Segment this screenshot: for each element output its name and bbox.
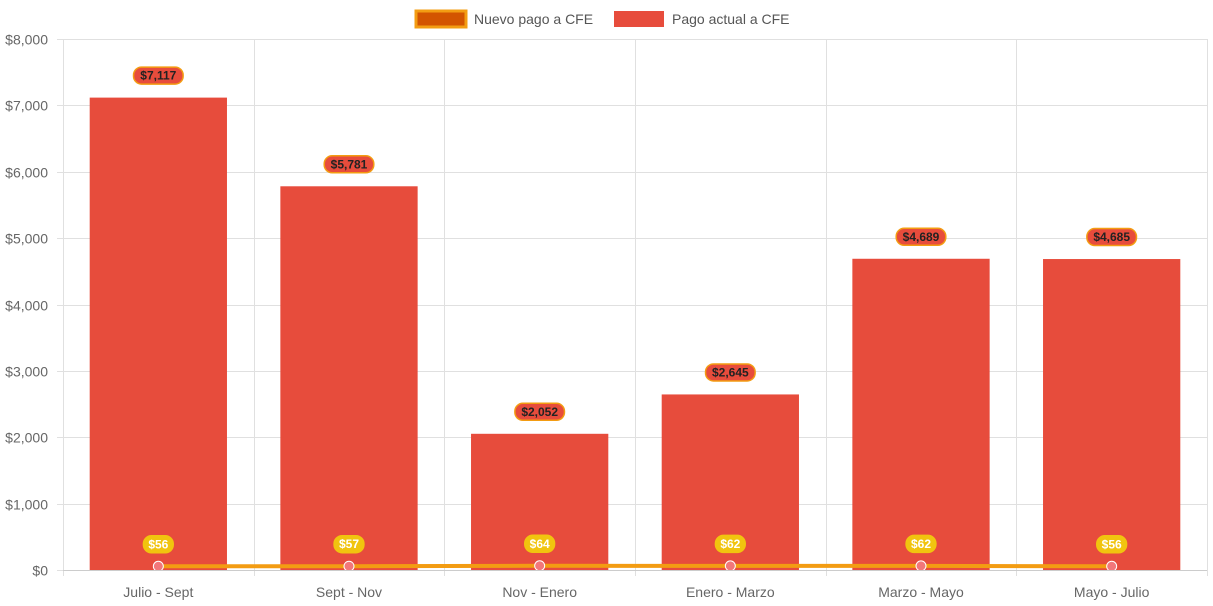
line-value-label: $62 [714,534,746,554]
line-value-label-bg [905,534,937,554]
bar-value-label-text: $7,117 [140,69,176,83]
line-value-label-text: $62 [720,537,740,551]
bar-value-label: $7,117 [132,66,184,85]
x-tick-label: Sept - Nov [316,584,382,600]
bar-pago-actual[interactable] [852,258,990,570]
legend-item-nuevo-pago[interactable]: Nuevo pago a CFE [414,9,593,29]
point-nuevo-pago[interactable] [534,560,546,572]
point-nuevo-pago[interactable] [915,560,927,572]
legend: Nuevo pago a CFE Pago actual a CFE [414,9,790,29]
line-value-label-text: $62 [911,537,931,551]
line-value-label-bg [1096,535,1128,554]
axis-layer: $0 $1,000 $2,000 $3,000 $4,000 $5,000 $6,000 $7… [5,32,1207,600]
bars-layer [89,97,1181,570]
y-tick-label: $5,000 [5,231,48,247]
legend-swatch-nuevo-pago [414,9,468,29]
line-nuevo-pago [158,563,1112,569]
bar-pago-actual[interactable] [1043,259,1181,570]
legend-item-pago-actual[interactable]: Pago actual a CFE [614,11,790,27]
line-value-label-text: $56 [1102,537,1122,551]
bar-value-label-text: $2,052 [521,405,558,419]
y-tick-label: $8,000 [5,32,48,48]
x-tick-label: Mayo - Julio [1074,584,1150,600]
bar-value-label-bg [1086,227,1138,247]
point-nuevo-pago[interactable] [343,560,355,572]
y-tick-label: $4,000 [5,298,48,314]
legend-swatch-pago-actual [614,11,664,27]
bar-value-label: $2,645 [704,363,756,382]
x-tick-label: Nov - Enero [502,584,577,600]
bar-value-label-text: $4,685 [1093,230,1130,244]
line-value-label-text: $57 [339,537,359,551]
y-tick-label: $6,000 [5,165,48,181]
bar-value-label-text: $5,781 [331,157,368,171]
y-tick-label: $1,000 [5,497,48,513]
line-value-label: $56 [1096,535,1128,554]
data-labels-layer: $7,117 $5,781 $2,052 $2,645 $4,689 $4,685 $56 $… [132,66,1138,554]
line-value-label: $62 [905,534,937,554]
bar-pago-actual[interactable] [89,97,227,570]
bar-value-label: $2,052 [514,402,566,422]
bar-value-label: $5,781 [323,155,375,174]
bar-value-label: $4,685 [1086,227,1138,247]
y-tick-label: $3,000 [5,364,48,380]
line-value-label: $57 [333,534,365,554]
line-value-label-bg [142,535,174,554]
bar-value-label-text: $2,645 [712,365,749,379]
bar-value-label: $4,689 [895,227,947,247]
bar-value-label-bg [704,363,756,382]
grid-layer [57,39,1208,576]
line-value-label-bg [524,534,556,554]
x-tick-label: Enero - Marzo [686,584,775,600]
y-tick-label: $0 [32,563,48,579]
bar-value-label-bg [895,227,947,247]
y-tick-label: $2,000 [5,430,48,446]
bar-value-label-text: $4,689 [903,230,940,244]
line-value-label: $56 [142,535,174,554]
bar-pago-actual[interactable] [280,186,418,570]
x-tick-label: Marzo - Mayo [878,584,964,600]
bar-value-label-bg [132,66,184,85]
x-tick-label: Julio - Sept [123,584,193,600]
bar-value-label-bg [323,155,375,174]
line-value-label: $64 [524,534,556,554]
legend-label-nuevo-pago: Nuevo pago a CFE [474,11,593,27]
line-value-label-bg [714,534,746,554]
line-value-label-text: $64 [530,537,550,551]
point-nuevo-pago[interactable] [724,560,736,572]
legend-label-pago-actual: Pago actual a CFE [672,11,790,27]
point-nuevo-pago[interactable] [1106,560,1118,572]
line-value-label-bg [333,534,365,554]
bar-value-label-bg [514,402,566,422]
line-value-label-text: $56 [148,537,168,551]
y-tick-label: $7,000 [5,98,48,114]
point-nuevo-pago[interactable] [152,560,164,572]
